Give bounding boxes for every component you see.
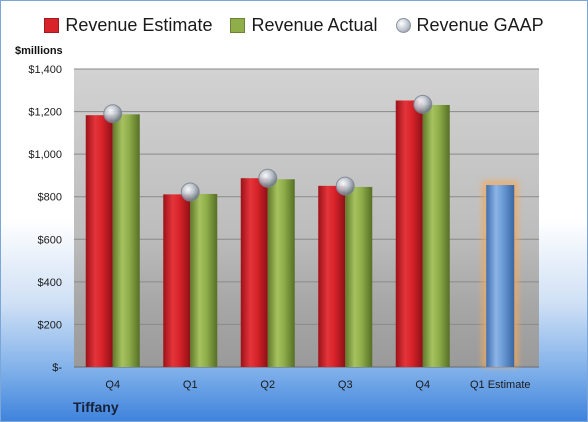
x-tick-label: Q2: [260, 379, 275, 391]
bar-revenue-estimate: [240, 178, 268, 367]
y-tick-label: $1,200: [28, 107, 62, 119]
legend-item-revenue-actual: Revenue Actual: [230, 15, 378, 36]
legend-label-revenue-actual: Revenue Actual: [251, 15, 378, 35]
marker-revenue-gaap: [258, 168, 278, 188]
bar-revenue-estimate: [85, 115, 113, 367]
bar-revenue-actual: [422, 104, 450, 368]
bar-revenue-actual: [267, 179, 295, 367]
legend-label-revenue-estimate: Revenue Estimate: [65, 15, 213, 35]
y-tick-label: $1,000: [28, 149, 62, 161]
plot-area: [74, 69, 539, 367]
marker-revenue-gaap: [413, 94, 433, 114]
x-tick-label: Q3: [338, 379, 353, 391]
bar-revenue-estimate: [163, 194, 191, 367]
y-tick-label: $400: [38, 277, 62, 289]
y-tick-label: $-: [52, 362, 62, 374]
bar-revenue-estimate: [395, 100, 423, 367]
bar-revenue-actual: [345, 186, 373, 367]
x-tick-label: Q1: [183, 379, 198, 391]
y-tick-label: $1,400: [28, 64, 62, 76]
marker-revenue-gaap: [335, 176, 355, 196]
bar-revenue-actual: [112, 114, 140, 368]
bar-revenue-estimate: [318, 185, 346, 367]
legend-swatch-revenue-gaap: [395, 18, 411, 33]
y-tick-label: $600: [38, 234, 62, 246]
x-tick-label: Q4: [415, 379, 430, 391]
legend-label-revenue-gaap: Revenue GAAP: [416, 15, 544, 35]
y-tick-label: $200: [38, 319, 62, 331]
x-tick-label: Q1 Estimate: [470, 379, 531, 391]
y-axis-unit-label: $millions: [15, 45, 63, 57]
legend-item-revenue-gaap: Revenue GAAP: [395, 15, 544, 36]
bar-q1-estimate: [486, 185, 515, 367]
legend-item-revenue-estimate: Revenue Estimate: [44, 15, 212, 36]
marker-revenue-gaap: [180, 182, 200, 202]
y-tick-label: $800: [38, 192, 62, 204]
legend-swatch-revenue-actual: [230, 18, 246, 33]
x-tick-label: Q4: [105, 379, 120, 391]
legend-swatch-revenue-estimate: [44, 18, 60, 33]
company-label: Tiffany: [73, 399, 119, 415]
chart-legend: Revenue Estimate Revenue Actual Revenue …: [1, 15, 587, 36]
marker-revenue-gaap: [103, 104, 123, 124]
bar-revenue-actual: [190, 193, 218, 367]
